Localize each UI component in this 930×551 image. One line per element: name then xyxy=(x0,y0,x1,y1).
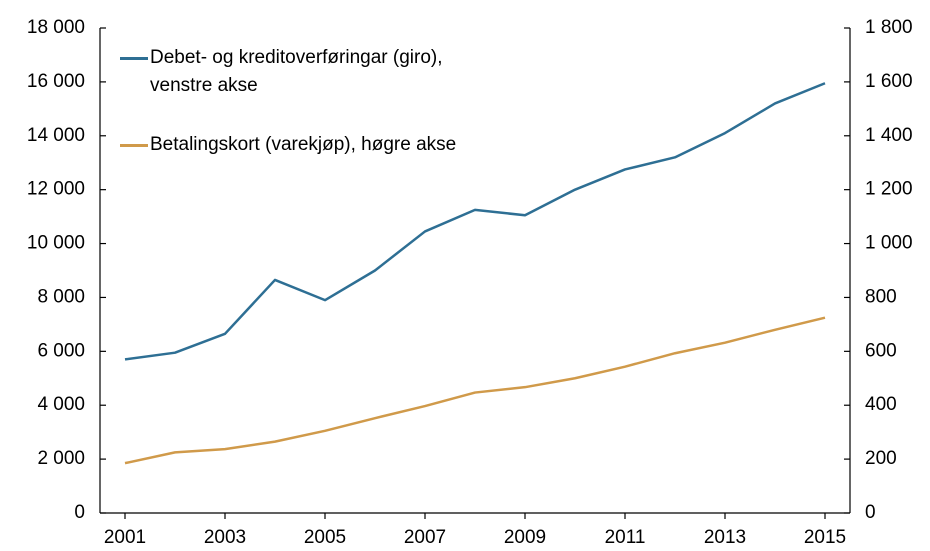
y-tick-label: 400 xyxy=(865,394,897,415)
y-tick-label: 8 000 xyxy=(37,286,85,307)
series-line xyxy=(124,316,826,465)
x-tick-label: 2013 xyxy=(704,527,746,548)
y-tick-label: 10 000 xyxy=(27,233,85,254)
x-tick-label: 2009 xyxy=(504,527,546,548)
y-tick-label: 14 000 xyxy=(27,125,85,146)
legend-swatch xyxy=(120,144,148,147)
y-tick-label: 1 000 xyxy=(865,233,913,254)
y-tick-label: 1 600 xyxy=(865,71,913,92)
legend-swatch xyxy=(120,57,148,60)
y-tick-label: 16 000 xyxy=(27,71,85,92)
x-tick-label: 2003 xyxy=(204,527,246,548)
series-line xyxy=(124,82,826,361)
x-tick-label: 2001 xyxy=(104,527,146,548)
y-tick-label: 1 800 xyxy=(865,17,913,38)
y-tick-label: 12 000 xyxy=(27,179,85,200)
x-tick-label: 2007 xyxy=(404,527,446,548)
y-tick-label: 1 200 xyxy=(865,179,913,200)
x-tick-label: 2015 xyxy=(804,527,846,548)
y-tick-label: 18 000 xyxy=(27,17,85,38)
legend-label: Betalingskort (varekjøp), høgre akse xyxy=(150,134,457,155)
y-tick-label: 6 000 xyxy=(37,340,85,361)
y-tick-label: 4 000 xyxy=(37,394,85,415)
y-tick-label: 0 xyxy=(74,502,85,523)
y-tick-label: 800 xyxy=(865,286,897,307)
x-tick-label: 2011 xyxy=(605,527,646,548)
y-tick-label: 1 400 xyxy=(865,125,913,146)
legend-entry: Debet- og kreditoverføringar (giro), ven… xyxy=(120,44,495,100)
x-tick-label: 2005 xyxy=(304,527,346,548)
y-tick-label: 0 xyxy=(865,502,876,523)
legend-label: Debet- og kreditoverføringar (giro), ven… xyxy=(150,47,443,96)
y-tick-label: 200 xyxy=(865,448,897,469)
legend-entry: Betalingskort (varekjøp), høgre akse xyxy=(120,131,495,159)
y-tick-label: 600 xyxy=(865,340,897,361)
y-tick-label: 2 000 xyxy=(37,448,85,469)
